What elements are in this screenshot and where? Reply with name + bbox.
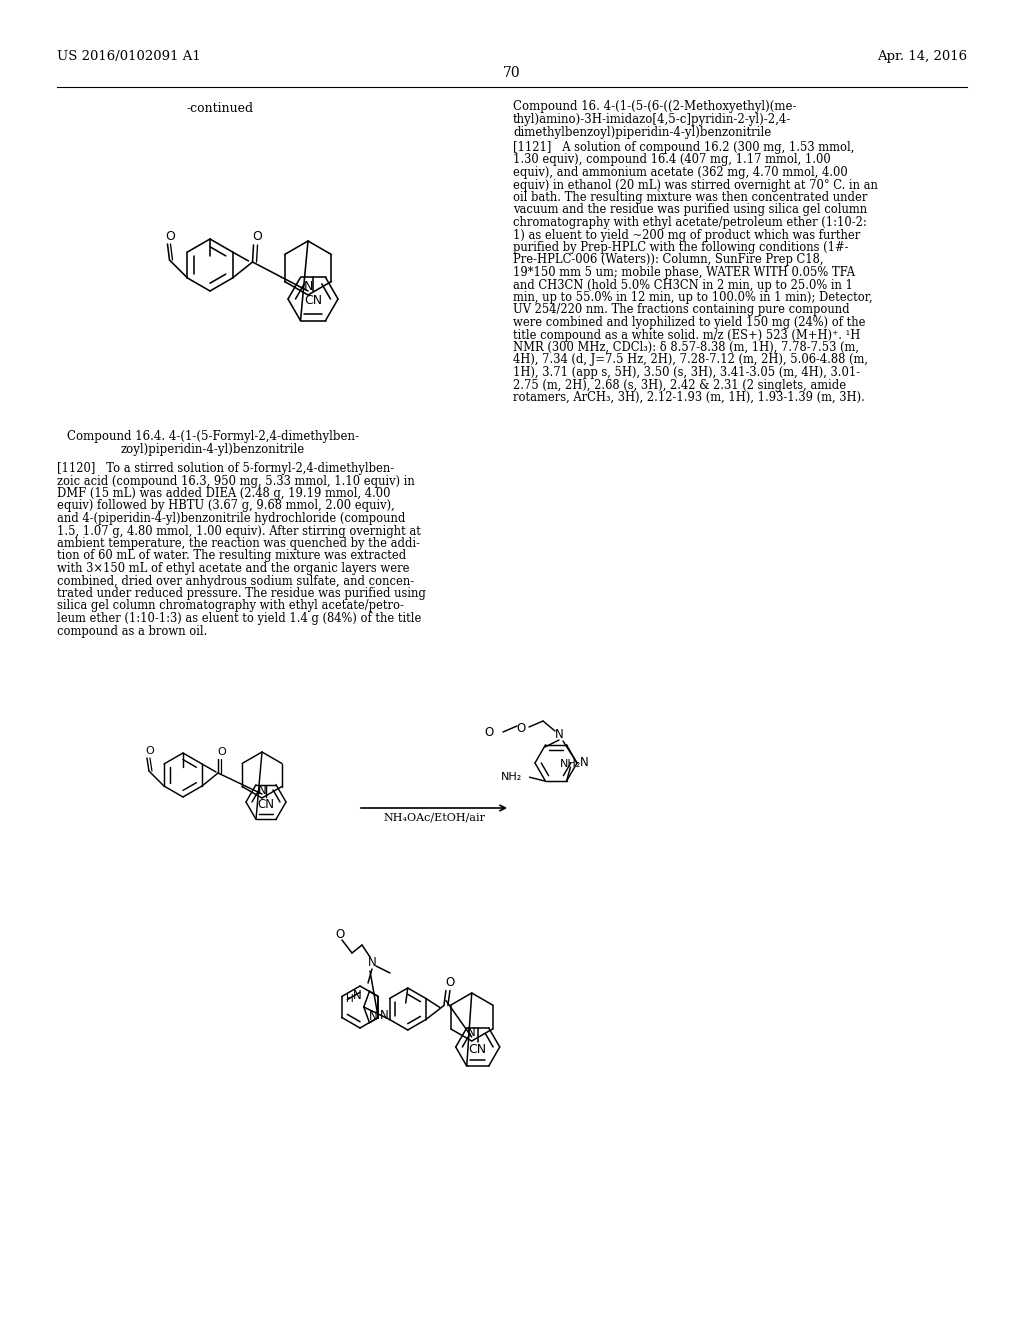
- Text: O: O: [484, 726, 494, 738]
- Text: NH₄OAc/EtOH/air: NH₄OAc/EtOH/air: [383, 813, 485, 822]
- Text: 1.5, 1.07 g, 4.80 mmol, 1.00 equiv). After stirring overnight at: 1.5, 1.07 g, 4.80 mmol, 1.00 equiv). Aft…: [57, 524, 421, 537]
- Text: silica gel column chromatography with ethyl acetate/petro-: silica gel column chromatography with et…: [57, 599, 403, 612]
- Text: leum ether (1:10-1:3) as eluent to yield 1.4 g (84%) of the title: leum ether (1:10-1:3) as eluent to yield…: [57, 612, 421, 624]
- Text: N: N: [555, 729, 563, 742]
- Text: ambient temperature, the reaction was quenched by the addi-: ambient temperature, the reaction was qu…: [57, 537, 420, 550]
- Text: oil bath. The resulting mixture was then concentrated under: oil bath. The resulting mixture was then…: [513, 191, 867, 205]
- Text: -continued: -continued: [186, 102, 254, 115]
- Text: min, up to 55.0% in 12 min, up to 100.0% in 1 min); Detector,: min, up to 55.0% in 12 min, up to 100.0%…: [513, 290, 872, 304]
- Text: zoic acid (compound 16.3, 950 mg, 5.33 mmol, 1.10 equiv) in: zoic acid (compound 16.3, 950 mg, 5.33 m…: [57, 474, 415, 487]
- Text: with 3×150 mL of ethyl acetate and the organic layers were: with 3×150 mL of ethyl acetate and the o…: [57, 562, 410, 576]
- Text: O: O: [336, 928, 345, 941]
- Text: CN: CN: [257, 799, 274, 812]
- Text: trated under reduced pressure. The residue was purified using: trated under reduced pressure. The resid…: [57, 587, 426, 601]
- Text: NH₂: NH₂: [560, 759, 582, 770]
- Text: and 4-(piperidin-4-yl)benzonitrile hydrochloride (compound: and 4-(piperidin-4-yl)benzonitrile hydro…: [57, 512, 406, 525]
- Text: N: N: [303, 280, 312, 293]
- Text: N: N: [467, 1027, 476, 1040]
- Text: N: N: [352, 989, 361, 1002]
- Text: chromatography with ethyl acetate/petroleum ether (1:10-2:: chromatography with ethyl acetate/petrol…: [513, 216, 866, 228]
- Text: O: O: [253, 231, 262, 243]
- Text: zoyl)piperidin-4-yl)benzonitrile: zoyl)piperidin-4-yl)benzonitrile: [121, 444, 305, 455]
- Text: dimethylbenzoyl)piperidin-4-yl)benzonitrile: dimethylbenzoyl)piperidin-4-yl)benzonitr…: [513, 125, 771, 139]
- Text: DMF (15 mL) was added DIEA (2.48 g, 19.19 mmol, 4.00: DMF (15 mL) was added DIEA (2.48 g, 19.1…: [57, 487, 390, 500]
- Text: equiv) followed by HBTU (3.67 g, 9.68 mmol, 2.00 equiv),: equiv) followed by HBTU (3.67 g, 9.68 mm…: [57, 499, 394, 512]
- Text: N: N: [258, 784, 266, 796]
- Text: 4H), 7.34 (d, J=7.5 Hz, 2H), 7.28-7.12 (m, 2H), 5.06-4.88 (m,: 4H), 7.34 (d, J=7.5 Hz, 2H), 7.28-7.12 (…: [513, 354, 868, 367]
- Text: tion of 60 mL of water. The resulting mixture was extracted: tion of 60 mL of water. The resulting mi…: [57, 549, 407, 562]
- Text: [1121]   A solution of compound 16.2 (300 mg, 1.53 mmol,: [1121] A solution of compound 16.2 (300 …: [513, 141, 854, 154]
- Text: Compound 16.4. 4-(1-(5-Formyl-2,4-dimethylben-: Compound 16.4. 4-(1-(5-Formyl-2,4-dimeth…: [67, 430, 359, 444]
- Text: N: N: [380, 1008, 388, 1022]
- Text: N: N: [580, 756, 589, 770]
- Text: equiv), and ammonium acetate (362 mg, 4.70 mmol, 4.00: equiv), and ammonium acetate (362 mg, 4.…: [513, 166, 848, 180]
- Text: UV 254/220 nm. The fractions containing pure compound: UV 254/220 nm. The fractions containing …: [513, 304, 850, 317]
- Text: [1120]   To a stirred solution of 5-formyl-2,4-dimethylben-: [1120] To a stirred solution of 5-formyl…: [57, 462, 394, 475]
- Text: CN: CN: [469, 1043, 486, 1056]
- Text: Compound 16. 4-(1-(5-(6-((2-Methoxyethyl)(me-: Compound 16. 4-(1-(5-(6-((2-Methoxyethyl…: [513, 100, 797, 114]
- Text: thyl)amino)-3H-imidazo[4,5-c]pyridin-2-yl)-2,4-: thyl)amino)-3H-imidazo[4,5-c]pyridin-2-y…: [513, 114, 792, 125]
- Text: Apr. 14, 2016: Apr. 14, 2016: [877, 50, 967, 63]
- Text: vacuum and the residue was purified using silica gel column: vacuum and the residue was purified usin…: [513, 203, 867, 216]
- Text: O: O: [516, 722, 525, 735]
- Text: were combined and lyophilized to yield 150 mg (24%) of the: were combined and lyophilized to yield 1…: [513, 315, 865, 329]
- Text: Pre-HPLC-006 (Waters)): Column, SunFire Prep C18,: Pre-HPLC-006 (Waters)): Column, SunFire …: [513, 253, 823, 267]
- Text: 1.30 equiv), compound 16.4 (407 mg, 1.17 mmol, 1.00: 1.30 equiv), compound 16.4 (407 mg, 1.17…: [513, 153, 830, 166]
- Text: 70: 70: [503, 66, 521, 81]
- Text: 19*150 mm 5 um; mobile phase, WATER WITH 0.05% TFA: 19*150 mm 5 um; mobile phase, WATER WITH…: [513, 267, 855, 279]
- Text: 1) as eluent to yield ~200 mg of product which was further: 1) as eluent to yield ~200 mg of product…: [513, 228, 860, 242]
- Text: title compound as a white solid. m/z (ES+) 523 (M+H)⁺. ¹H: title compound as a white solid. m/z (ES…: [513, 329, 860, 342]
- Text: compound as a brown oil.: compound as a brown oil.: [57, 624, 208, 638]
- Text: O: O: [218, 747, 226, 756]
- Text: O: O: [145, 746, 155, 756]
- Text: purified by Prep-HPLC with the following conditions (1#-: purified by Prep-HPLC with the following…: [513, 242, 849, 253]
- Text: 1H), 3.71 (app s, 5H), 3.50 (s, 3H), 3.41-3.05 (m, 4H), 3.01-: 1H), 3.71 (app s, 5H), 3.50 (s, 3H), 3.4…: [513, 366, 860, 379]
- Text: US 2016/0102091 A1: US 2016/0102091 A1: [57, 50, 201, 63]
- Text: combined, dried over anhydrous sodium sulfate, and concen-: combined, dried over anhydrous sodium su…: [57, 574, 414, 587]
- Text: 2.75 (m, 2H), 2.68 (s, 3H), 2.42 & 2.31 (2 singlets, amide: 2.75 (m, 2H), 2.68 (s, 3H), 2.42 & 2.31 …: [513, 379, 846, 392]
- Text: NMR (300 MHz, CDCl₃): δ 8.57-8.38 (m, 1H), 7.78-7.53 (m,: NMR (300 MHz, CDCl₃): δ 8.57-8.38 (m, 1H…: [513, 341, 859, 354]
- Text: H: H: [346, 994, 353, 1005]
- Text: O: O: [445, 975, 455, 989]
- Text: NH₂: NH₂: [501, 772, 522, 783]
- Text: and CH3CN (hold 5.0% CH3CN in 2 min, up to 25.0% in 1: and CH3CN (hold 5.0% CH3CN in 2 min, up …: [513, 279, 853, 292]
- Text: O: O: [166, 230, 175, 243]
- Text: equiv) in ethanol (20 mL) was stirred overnight at 70° C. in an: equiv) in ethanol (20 mL) was stirred ov…: [513, 178, 878, 191]
- Text: N: N: [368, 957, 377, 969]
- Text: N: N: [369, 1010, 378, 1023]
- Text: CN: CN: [304, 294, 323, 306]
- Text: rotamers, ArCH₃, 3H), 2.12-1.93 (m, 1H), 1.93-1.39 (m, 3H).: rotamers, ArCH₃, 3H), 2.12-1.93 (m, 1H),…: [513, 391, 865, 404]
